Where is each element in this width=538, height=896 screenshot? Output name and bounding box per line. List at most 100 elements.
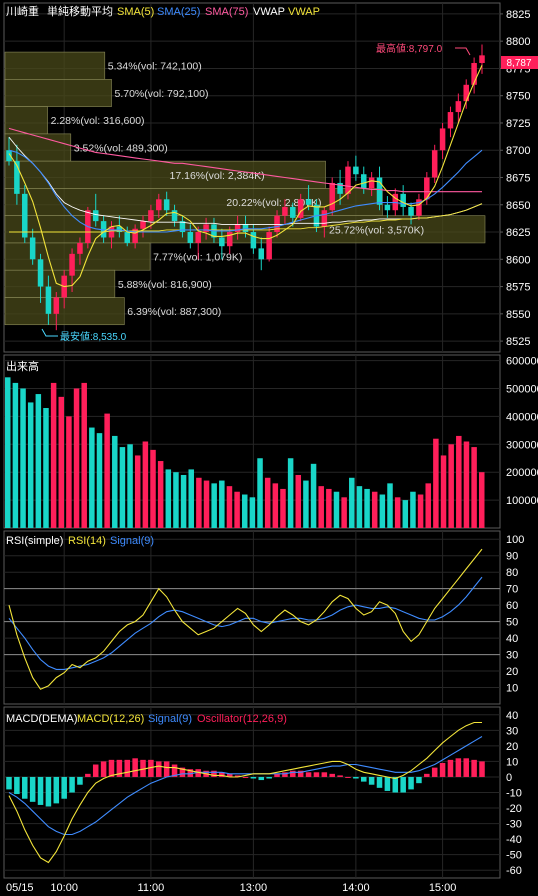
oscillator-bar [290, 770, 296, 777]
oscillator-bar [108, 759, 115, 777]
volume-panel-title: 出来高 [6, 359, 39, 373]
volume-bar [58, 396, 65, 528]
rsi-panel-frame [3, 530, 501, 705]
volume-bar [43, 408, 49, 528]
volume-bar [425, 483, 431, 528]
volume-bar [165, 469, 172, 528]
x-tick-label: 14:00 [342, 882, 370, 894]
rsi-tick-label: 100 [506, 534, 524, 546]
volume-bar [310, 463, 317, 528]
volume-bar [50, 382, 57, 528]
candle-body [376, 177, 383, 205]
rsi-tick-label: 80 [506, 567, 518, 579]
volume-bar [104, 413, 110, 528]
candle-body [266, 232, 272, 260]
volume-profile-label: 17.16%(vol: 2,384K) [170, 170, 265, 182]
rsi-tick-label: 70 [506, 584, 518, 596]
candle-body [360, 174, 367, 189]
price-tick-label: 8800 [506, 36, 530, 48]
oscillator-bar [337, 775, 343, 777]
volume-bar [257, 458, 263, 528]
candle-body [132, 228, 138, 243]
candle-body [282, 206, 288, 216]
macd-tick-label: 0 [506, 772, 512, 784]
candle-body [424, 177, 430, 200]
volume-profile-bar [4, 133, 72, 162]
volume-bar [448, 444, 454, 528]
macd-legend-macd: MACD(12,26) [77, 713, 144, 725]
macd-tick-label: -40 [506, 834, 522, 846]
rsi-line [8, 548, 483, 690]
macd-line [8, 721, 482, 864]
macd-legend-osc: Oscillator(12,26,9) [197, 713, 287, 725]
oscillator-bar [360, 776, 367, 782]
rsi-legend-signal: Signal(9) [110, 535, 154, 547]
candle-body [92, 210, 99, 222]
volume-profile-label: 5.34%(vol: 742,100) [108, 61, 202, 73]
volume-bar [81, 382, 87, 528]
volume-bar [211, 483, 217, 528]
volume-bar [272, 483, 279, 528]
oscillator-bar [416, 776, 422, 784]
oscillator-bar [45, 776, 52, 807]
candle-body [53, 297, 60, 314]
volume-profile-label: 25.72%(vol: 3,570K) [329, 224, 424, 236]
oscillator-bar [266, 776, 272, 779]
volume-bar [249, 497, 256, 528]
volume-bar [234, 491, 240, 528]
volume-bar [66, 416, 72, 528]
x-tick-label: 11:00 [138, 882, 165, 894]
oscillator-bar [69, 776, 75, 793]
candle-body [77, 242, 83, 254]
oscillator-bar [424, 773, 430, 777]
price-series [6, 44, 485, 331]
volume-bar [20, 388, 26, 528]
volume-bar [127, 444, 133, 528]
oscillator-bar [187, 769, 194, 777]
candle-body [148, 210, 154, 222]
candle-body [203, 224, 209, 233]
volume-tick-label: 300000 [506, 439, 538, 451]
oscillator-bar [305, 772, 312, 777]
legend-vwap-2: VWAP [288, 6, 320, 18]
sma5-line [8, 64, 483, 288]
volume-bar [479, 472, 485, 528]
oscillator-bar [6, 776, 12, 790]
candle-body [345, 166, 351, 194]
oscillator-bar [313, 772, 320, 777]
volume-bar [203, 480, 210, 528]
candle-body [116, 226, 123, 233]
volume-profile-label: 5.70%(vol: 792,100) [115, 88, 209, 100]
volume-profile-label: 6.39%(vol: 887,300) [127, 306, 221, 318]
oscillator-bar [329, 773, 335, 777]
oscillator-bar [274, 773, 280, 777]
oscillator-bar [85, 773, 91, 777]
candle-body [400, 193, 406, 207]
candle-body [45, 286, 52, 314]
oscillator-bar [297, 770, 304, 777]
candle-body [195, 232, 201, 243]
candle-body [479, 55, 485, 63]
volume-bar [303, 480, 309, 528]
oscillator-bar [132, 758, 138, 777]
oscillator-bar [471, 759, 477, 777]
volume-bar [410, 491, 416, 528]
price-legend-name: 川崎重 [6, 4, 39, 18]
price-tick-label: 8700 [506, 145, 530, 157]
oscillator-bar [463, 758, 469, 777]
oscillator-bar [179, 767, 186, 777]
axis-labels: 10:00 11:00 13:00 14:00 15:00 8525 8550 8575 860… [50, 9, 538, 894]
rsi-tick-label: 30 [506, 650, 518, 662]
volume-profile-bar [4, 51, 106, 80]
price-tick-label: 8575 [506, 282, 530, 294]
volume-bar [379, 494, 386, 528]
price-tick-label: 8525 [506, 336, 530, 348]
candle-body [368, 177, 375, 189]
rsi-series [8, 548, 483, 690]
rsi-tick-label: 20 [506, 666, 518, 678]
volume-profile-label: 3.52%(vol: 489,300) [74, 143, 168, 155]
price-tick-label: 8750 [506, 91, 530, 103]
oscillator-bar [400, 776, 406, 793]
